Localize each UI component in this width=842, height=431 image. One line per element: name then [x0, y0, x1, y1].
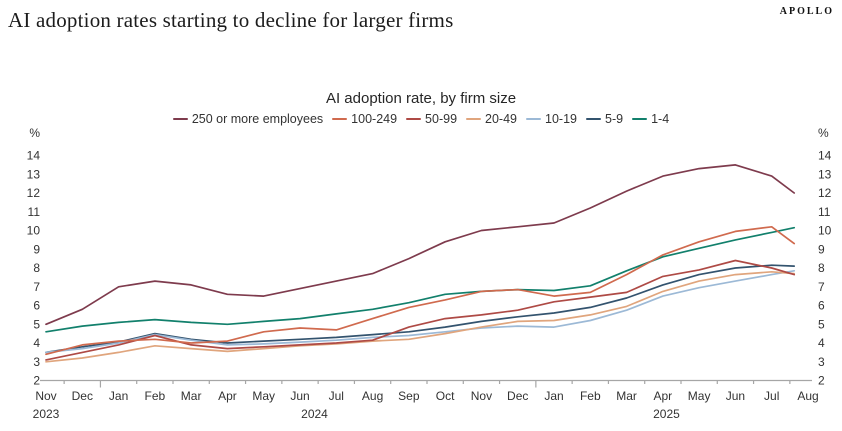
legend-label: 250 or more employees: [191, 112, 324, 126]
legend-label: 50-99: [425, 112, 458, 126]
legend-swatch-icon: [466, 117, 482, 121]
svg-text:2024: 2024: [301, 407, 328, 421]
legend-item: 50-99: [406, 112, 457, 126]
svg-text:8: 8: [33, 261, 40, 275]
chart-legend: 250 or more employees 100-249 50-99 20-49 10…: [0, 112, 842, 126]
svg-text:Apr: Apr: [218, 389, 237, 403]
svg-text:5: 5: [818, 317, 825, 331]
svg-text:13: 13: [27, 167, 41, 181]
svg-text:4: 4: [33, 336, 40, 350]
svg-text:10: 10: [27, 224, 41, 238]
svg-text:Apr: Apr: [654, 389, 673, 403]
legend-label: 10-19: [545, 112, 577, 126]
svg-text:6: 6: [818, 299, 825, 313]
svg-text:13: 13: [818, 167, 832, 181]
brand-logo: APOLLO: [779, 6, 834, 17]
legend-label: 1-4: [651, 112, 670, 126]
svg-text:Mar: Mar: [616, 389, 637, 403]
svg-text:Dec: Dec: [507, 389, 528, 403]
svg-text:11: 11: [28, 205, 41, 219]
legend-swatch-icon: [406, 117, 422, 121]
svg-text:Feb: Feb: [580, 389, 601, 403]
svg-text:6: 6: [33, 299, 40, 313]
svg-text:Aug: Aug: [362, 389, 383, 403]
legend-label: 100-249: [351, 112, 398, 126]
svg-text:12: 12: [27, 186, 41, 200]
page-title: AI adoption rates starting to decline fo…: [8, 8, 454, 32]
svg-text:Aug: Aug: [797, 389, 818, 403]
legend-item: 1-4: [632, 112, 669, 126]
legend-swatch-icon: [632, 117, 648, 121]
legend-swatch-icon: [586, 117, 601, 121]
legend-label: 20-49: [485, 112, 518, 126]
legend-item: 100-249: [332, 112, 397, 126]
svg-text:Jan: Jan: [109, 389, 128, 403]
svg-text:12: 12: [818, 186, 832, 200]
svg-text:5: 5: [33, 317, 40, 331]
legend-swatch-icon: [332, 117, 348, 121]
svg-text:9: 9: [818, 242, 825, 256]
svg-text:9: 9: [33, 242, 40, 256]
svg-text:%: %: [818, 126, 829, 140]
svg-text:7: 7: [818, 280, 825, 294]
svg-text:3: 3: [33, 355, 40, 369]
svg-text:May: May: [252, 389, 275, 403]
svg-text:8: 8: [818, 261, 825, 275]
svg-text:Sep: Sep: [398, 389, 420, 403]
legend-item: 10-19: [526, 112, 577, 126]
chart-title: AI adoption rate, by firm size: [325, 90, 517, 107]
svg-text:Jun: Jun: [290, 389, 309, 403]
svg-text:Mar: Mar: [181, 389, 202, 403]
legend-label: 5-9: [605, 112, 624, 126]
svg-text:Oct: Oct: [436, 389, 455, 403]
svg-text:Jul: Jul: [764, 389, 779, 403]
svg-text:2: 2: [33, 374, 40, 388]
svg-text:14: 14: [27, 149, 41, 163]
svg-text:Jul: Jul: [329, 389, 344, 403]
svg-text:Jan: Jan: [544, 389, 563, 403]
svg-text:10: 10: [818, 224, 832, 238]
legend-swatch-icon: [526, 117, 542, 121]
svg-text:%: %: [29, 126, 40, 140]
svg-text:4: 4: [818, 336, 825, 350]
legend-swatch-icon: [172, 117, 188, 121]
svg-text:Nov: Nov: [35, 389, 56, 403]
svg-text:Dec: Dec: [72, 389, 93, 403]
svg-text:2023: 2023: [33, 407, 60, 421]
svg-text:Jun: Jun: [726, 389, 745, 403]
svg-text:7: 7: [33, 280, 40, 294]
svg-text:2: 2: [818, 374, 825, 388]
legend-item: 20-49: [466, 112, 517, 126]
svg-text:3: 3: [818, 355, 825, 369]
legend-item: 5-9: [586, 112, 623, 126]
svg-text:14: 14: [818, 149, 832, 163]
svg-text:Nov: Nov: [471, 389, 492, 403]
svg-text:Feb: Feb: [145, 389, 166, 403]
svg-text:11: 11: [818, 205, 831, 219]
legend-item: 250 or more employees: [172, 112, 324, 126]
svg-text:May: May: [688, 389, 711, 403]
svg-text:2025: 2025: [653, 407, 680, 421]
